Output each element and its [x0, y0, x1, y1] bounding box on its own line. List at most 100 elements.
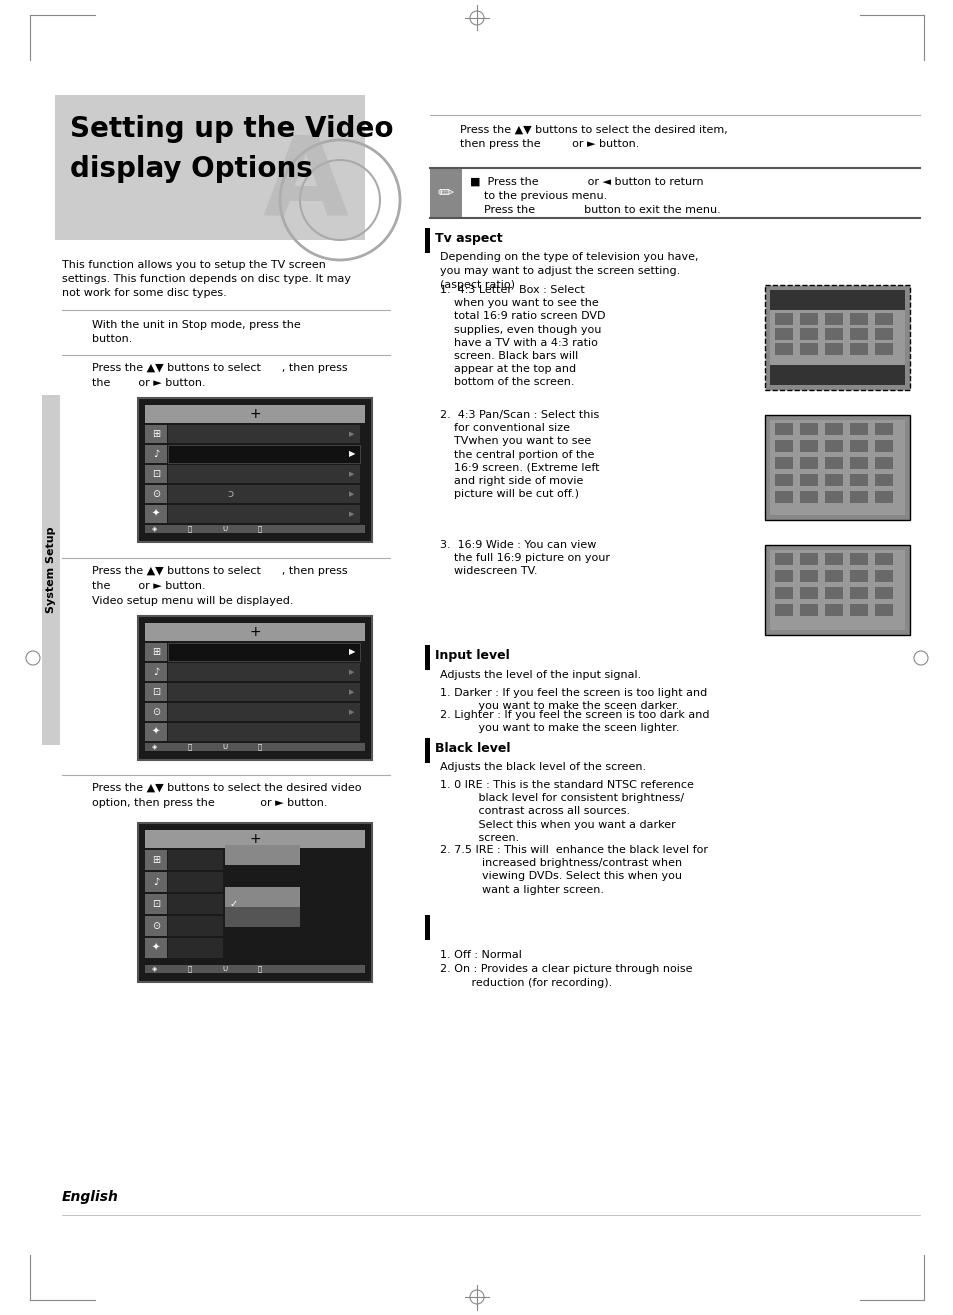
- Text: Press the ▲▼ buttons to select the desired video: Press the ▲▼ buttons to select the desir…: [91, 782, 361, 793]
- Bar: [824, 554, 842, 565]
- Bar: [225, 846, 299, 865]
- Bar: [145, 704, 167, 721]
- Text: Tv aspect: Tv aspect: [435, 231, 502, 245]
- Bar: [764, 285, 909, 391]
- Bar: [145, 485, 167, 504]
- Text: ⊙: ⊙: [152, 920, 160, 931]
- Bar: [424, 644, 430, 671]
- Bar: [168, 444, 359, 463]
- Bar: [145, 723, 167, 740]
- Text: Video setup menu will be displayed.: Video setup menu will be displayed.: [91, 596, 294, 606]
- Bar: [225, 888, 299, 907]
- Text: ▶: ▶: [349, 450, 355, 459]
- Bar: [874, 586, 892, 600]
- Bar: [849, 343, 867, 355]
- Bar: [824, 313, 842, 325]
- Text: ▶: ▶: [349, 431, 355, 437]
- Text: ♪: ♪: [152, 667, 159, 677]
- Text: ⊡: ⊡: [152, 686, 160, 697]
- Bar: [824, 458, 842, 469]
- Text: 3.  16:9 Wide : You can view
    the full 16:9 picture on your
    widescreen TV: 3. 16:9 Wide : You can view the full 16:…: [439, 540, 609, 576]
- Text: ⏻: ⏻: [188, 526, 192, 533]
- Text: +: +: [249, 408, 260, 421]
- Text: ⊞: ⊞: [152, 855, 160, 865]
- Text: System Setup: System Setup: [46, 527, 56, 613]
- Bar: [874, 554, 892, 565]
- Bar: [874, 490, 892, 504]
- Bar: [800, 490, 817, 504]
- Bar: [800, 441, 817, 452]
- Bar: [145, 405, 365, 423]
- Text: ⏻: ⏻: [188, 965, 192, 972]
- Bar: [774, 490, 792, 504]
- Bar: [145, 525, 365, 533]
- Text: ⏺: ⏺: [257, 965, 262, 972]
- Bar: [774, 569, 792, 583]
- Text: 2.  4:3 Pan/Scan : Select this
    for conventional size
    TVwhen you want to : 2. 4:3 Pan/Scan : Select this for conven…: [439, 410, 598, 500]
- Bar: [800, 586, 817, 600]
- Bar: [800, 423, 817, 435]
- Bar: [168, 485, 359, 504]
- Bar: [800, 313, 817, 325]
- Bar: [168, 466, 359, 483]
- Bar: [424, 915, 430, 940]
- Text: Press the ▲▼ buttons to select      , then press: Press the ▲▼ buttons to select , then pr…: [91, 565, 347, 576]
- Bar: [769, 291, 904, 310]
- Bar: [800, 327, 817, 341]
- Bar: [824, 586, 842, 600]
- Bar: [849, 313, 867, 325]
- Bar: [774, 554, 792, 565]
- Text: U: U: [222, 744, 228, 750]
- Bar: [145, 938, 167, 959]
- Bar: [774, 313, 792, 325]
- Bar: [774, 327, 792, 341]
- Text: display Options: display Options: [70, 155, 313, 183]
- Bar: [145, 444, 167, 463]
- Bar: [145, 743, 365, 751]
- Bar: [874, 569, 892, 583]
- Text: ◈: ◈: [152, 744, 157, 750]
- Text: ▶: ▶: [349, 689, 355, 696]
- Bar: [168, 938, 223, 959]
- Bar: [145, 849, 167, 871]
- Bar: [145, 965, 365, 973]
- Bar: [145, 425, 167, 443]
- Bar: [849, 441, 867, 452]
- Bar: [225, 907, 299, 927]
- Text: English: English: [62, 1190, 119, 1205]
- Text: ▶: ▶: [349, 709, 355, 715]
- Text: Black level: Black level: [435, 742, 510, 755]
- Bar: [774, 473, 792, 487]
- Text: ✦: ✦: [152, 509, 160, 519]
- Bar: [430, 168, 461, 218]
- Text: ⊙: ⊙: [152, 489, 160, 498]
- Text: ⊞: ⊞: [152, 429, 160, 439]
- Bar: [874, 327, 892, 341]
- Text: Adjusts the black level of the screen.: Adjusts the black level of the screen.: [439, 761, 645, 772]
- Bar: [774, 423, 792, 435]
- Bar: [800, 458, 817, 469]
- Bar: [874, 458, 892, 469]
- Bar: [824, 604, 842, 615]
- Bar: [145, 505, 167, 523]
- Bar: [824, 343, 842, 355]
- Bar: [145, 466, 167, 483]
- Bar: [774, 441, 792, 452]
- Bar: [800, 569, 817, 583]
- Text: ⊡: ⊡: [152, 469, 160, 479]
- Bar: [145, 830, 365, 848]
- Text: Setting up the Video: Setting up the Video: [70, 114, 393, 143]
- FancyBboxPatch shape: [138, 823, 372, 982]
- FancyBboxPatch shape: [55, 95, 365, 241]
- Bar: [168, 643, 359, 661]
- Bar: [824, 569, 842, 583]
- Text: A: A: [262, 132, 348, 238]
- Text: 1. Darker : If you feel the screen is too light and
           you want to make : 1. Darker : If you feel the screen is to…: [439, 688, 706, 711]
- Text: ⏺: ⏺: [257, 744, 262, 751]
- Bar: [774, 604, 792, 615]
- Bar: [145, 623, 365, 640]
- Text: ▶: ▶: [349, 512, 355, 517]
- Bar: [824, 327, 842, 341]
- Text: ⏻: ⏻: [188, 744, 192, 751]
- FancyBboxPatch shape: [138, 615, 372, 760]
